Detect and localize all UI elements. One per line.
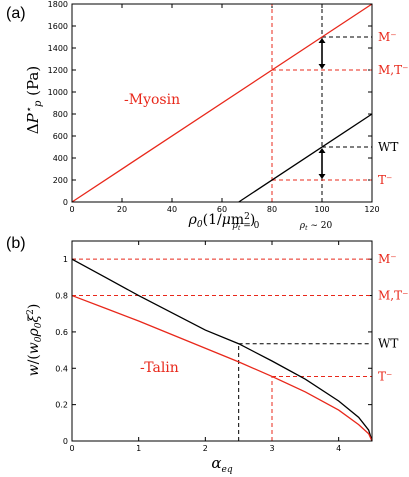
y-tick-label: 800	[53, 110, 68, 119]
right-label: M,T⁻	[378, 63, 408, 77]
x-tick-label: 80	[267, 205, 277, 214]
y-tick-label: 1600	[48, 22, 68, 31]
series-line-0	[71, 258, 373, 442]
y-tick-label: 1400	[48, 44, 68, 53]
series-line-0	[71, 3, 373, 203]
series-line-1	[238, 113, 373, 203]
panel-b-series-label: -Talin	[140, 360, 179, 376]
y-tick-label: 1800	[48, 0, 68, 9]
right-label: T⁻	[378, 369, 392, 383]
y-tick-label: 0	[63, 437, 68, 446]
y-tick-label: 400	[53, 154, 68, 163]
panel-a-ylabel: ΔP⋆p (Pa)	[24, 66, 44, 134]
panel-b-xlabel: αeq	[211, 454, 232, 475]
right-label: M⁻	[378, 30, 397, 44]
x-tick-label: 20	[117, 205, 127, 214]
x-tick-label: 40	[167, 205, 177, 214]
y-tick-label: 0	[63, 198, 68, 207]
arrow-head-down	[318, 64, 326, 69]
right-label: M⁻	[378, 252, 397, 266]
x-tick-label: 60	[217, 205, 227, 214]
panel-a-series-label: -Myosin	[124, 92, 180, 108]
panel-b-ylabel: w/(w0ρ0ξ2)	[26, 304, 44, 377]
panel-b-frame	[71, 240, 373, 442]
right-label: M,T⁻	[378, 289, 408, 303]
x-tick-label: 100	[314, 205, 329, 214]
right-label: WT	[378, 337, 398, 351]
y-tick-label: 0.6	[55, 328, 68, 337]
y-tick-label: 600	[53, 132, 68, 141]
y-tick-label: 1	[63, 255, 68, 264]
arrow-head-down	[318, 174, 326, 179]
y-tick-label: 0.8	[55, 292, 68, 301]
x-tick-label: 1	[136, 444, 141, 453]
x-tick-label: 0	[69, 205, 74, 214]
arrow-head-up	[318, 148, 326, 153]
y-tick-label: 1000	[48, 88, 68, 97]
arrow-head-up	[318, 38, 326, 43]
panel-a-frame	[71, 3, 373, 203]
right-label: T⁻	[378, 173, 392, 187]
x-tick-label: 120	[364, 205, 379, 214]
vline-label-rho-t-20: ρt ∼ 20	[299, 221, 333, 232]
vline-label-rho-t-0: ρt = 0	[232, 221, 260, 232]
y-tick-label: 200	[53, 176, 68, 185]
x-tick-label: 0	[69, 444, 74, 453]
y-tick-label: 1200	[48, 66, 68, 75]
panel-a-label: (a)	[6, 5, 26, 22]
right-label: WT	[378, 140, 398, 154]
x-tick-label: 4	[336, 444, 341, 453]
y-tick-label: 0.4	[55, 364, 68, 373]
panel-b-label: (b)	[6, 235, 26, 252]
x-tick-label: 3	[269, 444, 274, 453]
x-tick-label: 2	[203, 444, 208, 453]
panel-a: (a) 0 20 40 60 80 100 120 0 200 400 600 800 1000 120…	[6, 0, 408, 232]
y-tick-label: 0.2	[55, 401, 68, 410]
panel-a-xlabel: ρ0(1/μm2)	[188, 212, 256, 230]
series-line-1	[71, 294, 373, 442]
